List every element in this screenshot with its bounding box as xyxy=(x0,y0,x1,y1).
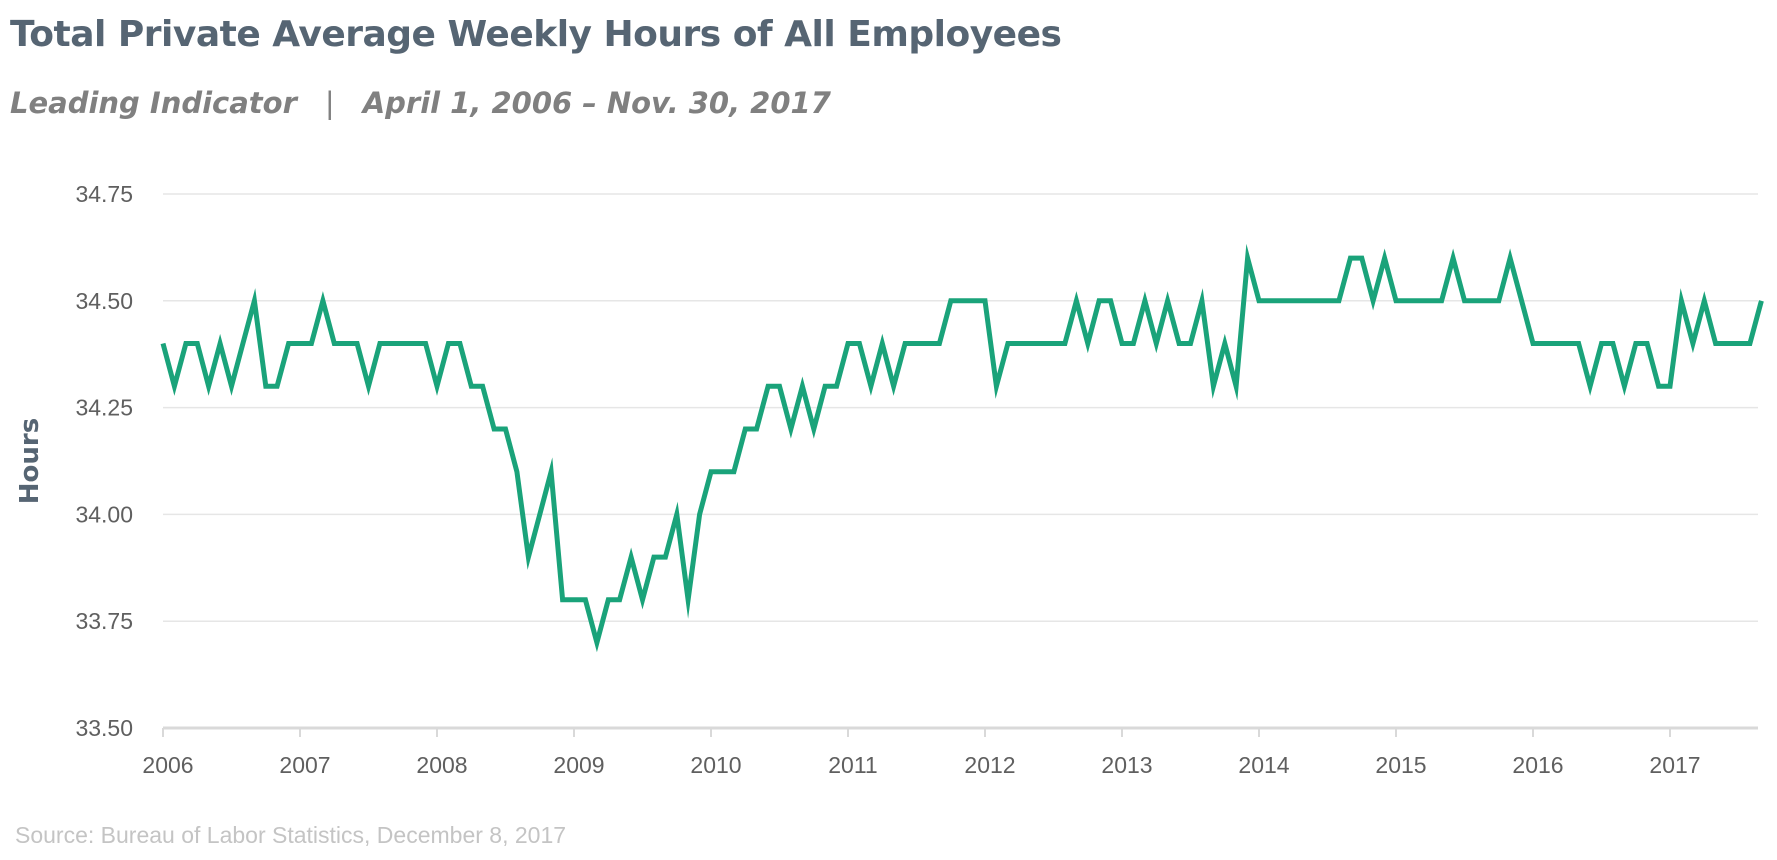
x-tick-label: 2006 xyxy=(142,752,193,778)
x-tick-label: 2010 xyxy=(690,752,741,778)
chart-title: Total Private Average Weekly Hours of Al… xyxy=(10,14,1062,55)
x-tick-label: 2015 xyxy=(1375,752,1426,778)
x-tick-label: 2012 xyxy=(964,752,1015,778)
x-tick-label: 2017 xyxy=(1649,752,1700,778)
y-tick-label: 34.25 xyxy=(75,395,133,421)
x-tick-label: 2016 xyxy=(1512,752,1563,778)
y-tick-label: 34.75 xyxy=(75,181,133,207)
subtitle-separator: | xyxy=(324,86,335,120)
x-tick-label: 2014 xyxy=(1238,752,1289,778)
subtitle-date-range: April 1, 2006 – Nov. 30, 2017 xyxy=(362,86,831,120)
y-axis-title: Hours xyxy=(15,418,45,504)
subtitle-indicator: Leading Indicator xyxy=(10,86,297,120)
x-tick-label: 2013 xyxy=(1101,752,1152,778)
x-tick-label: 2008 xyxy=(416,752,467,778)
x-tick-label: 2007 xyxy=(279,752,330,778)
source-note: Source: Bureau of Labor Statistics, Dece… xyxy=(15,822,567,848)
y-tick-label: 34.50 xyxy=(75,288,133,314)
y-tick-label: 33.75 xyxy=(75,608,133,634)
x-tick-label: 2009 xyxy=(553,752,604,778)
chart-subtitle: Leading Indicator | April 1, 2006 – Nov. 3… xyxy=(10,86,831,120)
y-tick-label: 33.50 xyxy=(75,715,133,741)
series-line-0 xyxy=(160,243,1764,653)
x-tick-label: 2011 xyxy=(828,752,877,778)
y-tick-label: 34.00 xyxy=(75,501,133,527)
